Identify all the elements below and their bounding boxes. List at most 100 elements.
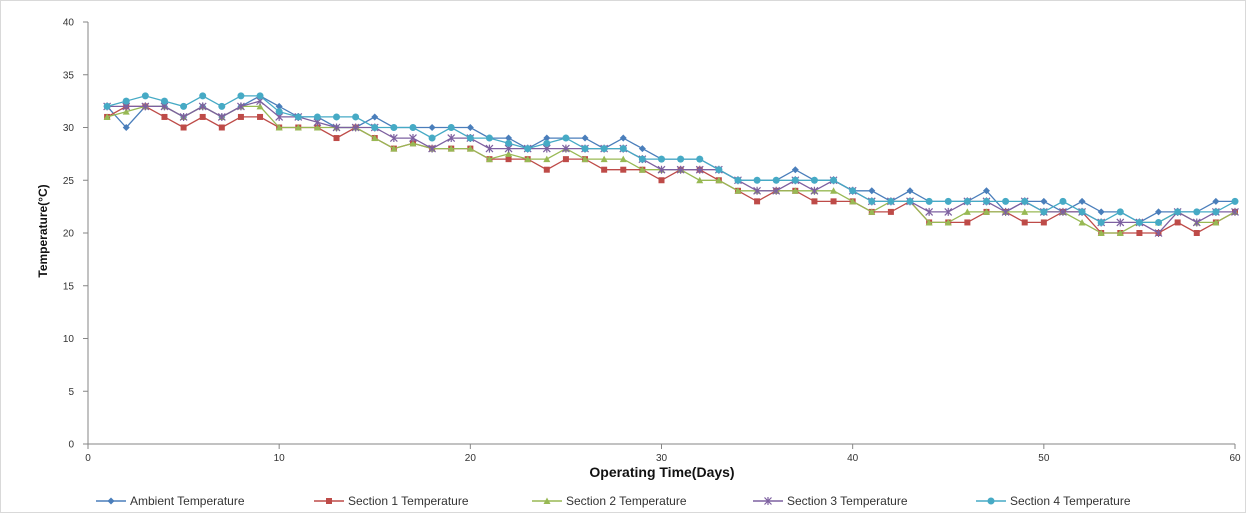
data-point <box>791 166 799 174</box>
data-point <box>715 166 723 174</box>
y-tick-label: 40 <box>63 18 75 29</box>
data-point <box>887 208 894 215</box>
y-tick-label: 20 <box>63 229 75 240</box>
data-point <box>275 124 283 131</box>
data-point <box>218 102 226 110</box>
axes <box>83 21 1236 449</box>
data-point <box>180 124 187 131</box>
legend-marker <box>326 498 332 504</box>
data-point <box>734 187 742 194</box>
data-point <box>428 134 436 142</box>
data-point <box>982 208 990 215</box>
legend-item: Ambient Temperature <box>96 494 245 508</box>
data-point <box>257 113 264 120</box>
data-point <box>1192 218 1201 227</box>
data-point <box>1021 208 1029 215</box>
data-point <box>906 197 914 205</box>
y-tick-label: 10 <box>63 334 75 345</box>
data-point <box>1002 197 1010 205</box>
data-point <box>1059 197 1067 205</box>
data-point <box>275 102 283 110</box>
legend-item: Section 4 Temperature <box>976 494 1131 508</box>
data-point <box>122 108 130 115</box>
y-tick-label: 35 <box>63 70 75 81</box>
data-point <box>237 113 244 120</box>
data-point <box>753 186 762 195</box>
data-point <box>1231 207 1239 216</box>
x-tick-label: 0 <box>85 453 91 464</box>
data-point <box>696 176 704 184</box>
legend-label: Ambient Temperature <box>130 494 245 508</box>
data-point <box>543 139 551 147</box>
data-point <box>485 155 493 163</box>
data-point <box>505 150 513 157</box>
data-point <box>505 139 513 147</box>
x-tick-label: 60 <box>1229 453 1241 464</box>
legend-label: Section 2 Temperature <box>566 494 687 508</box>
y-tick-label: 5 <box>68 387 74 398</box>
legend-item: Section 2 Temperature <box>532 494 687 508</box>
data-point <box>428 144 437 153</box>
data-point <box>1212 208 1220 216</box>
data-point <box>772 186 781 195</box>
data-point <box>141 92 149 100</box>
y-tick-label: 25 <box>63 176 75 187</box>
legend: Ambient Temperature Section 1 Temperature… <box>96 494 1131 508</box>
data-point <box>447 124 455 131</box>
data-point <box>1154 229 1163 237</box>
data-point <box>696 155 704 163</box>
data-point <box>1155 208 1163 216</box>
data-point <box>963 208 971 215</box>
data-point <box>294 124 302 131</box>
data-point <box>677 155 685 163</box>
series-lines <box>103 92 1239 237</box>
data-point <box>734 176 742 184</box>
data-point <box>1174 219 1181 226</box>
data-point <box>791 187 799 194</box>
series-5 <box>103 92 1239 226</box>
data-point <box>389 134 398 143</box>
data-point <box>772 176 780 184</box>
legend-label: Section 3 Temperature <box>787 494 908 508</box>
data-point <box>600 145 608 153</box>
data-point <box>333 113 341 121</box>
data-point <box>1001 207 1010 216</box>
data-point <box>409 139 417 147</box>
data-point <box>753 176 761 184</box>
data-point <box>581 155 589 163</box>
data-point <box>1021 197 1029 205</box>
data-point <box>198 102 207 111</box>
data-point <box>275 108 283 116</box>
data-point <box>638 155 646 163</box>
data-point <box>1116 218 1125 227</box>
data-point <box>619 155 627 163</box>
data-point <box>944 218 952 226</box>
data-point <box>1135 218 1143 226</box>
data-point <box>620 166 627 173</box>
data-point <box>466 134 474 142</box>
data-point <box>237 102 245 111</box>
data-point <box>352 113 360 121</box>
data-point <box>963 197 971 205</box>
data-point <box>562 156 569 163</box>
data-point <box>103 113 111 120</box>
data-point <box>561 144 570 153</box>
x-tick-label: 40 <box>847 453 859 464</box>
data-point <box>256 102 264 110</box>
data-point <box>409 134 417 143</box>
data-point <box>313 113 321 121</box>
data-point <box>868 197 876 205</box>
legend-marker <box>764 497 772 505</box>
data-point <box>944 197 952 205</box>
data-point <box>180 102 188 110</box>
data-point <box>447 134 456 143</box>
data-point <box>294 113 302 121</box>
data-point <box>122 97 130 105</box>
data-point <box>199 113 206 120</box>
data-point <box>925 197 933 205</box>
data-point <box>466 124 474 131</box>
legend-marker <box>987 497 995 505</box>
legend-item: Section 1 Temperature <box>314 494 469 508</box>
